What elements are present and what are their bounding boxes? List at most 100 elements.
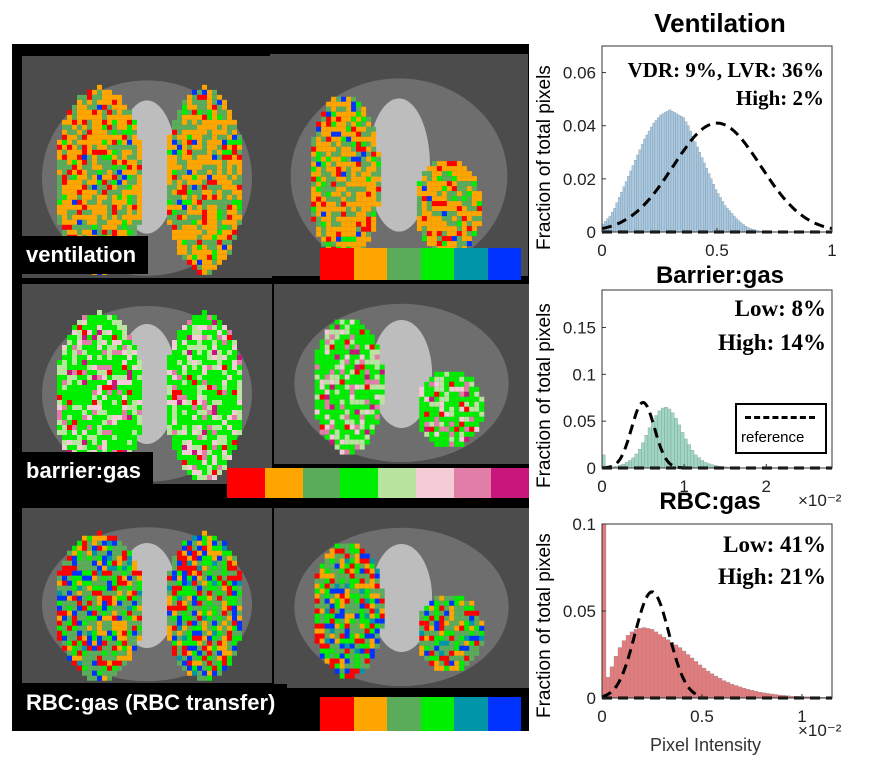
y-axis-title: Fraction of total pixels — [534, 533, 555, 718]
colorbar-swatch — [320, 248, 354, 280]
histogram-bar — [645, 134, 649, 233]
histogram-bar — [657, 117, 660, 233]
histogram-bar — [739, 222, 743, 233]
histogram-bar — [709, 178, 713, 233]
histogram-bar — [659, 114, 662, 233]
histogram-bar — [606, 218, 610, 233]
x-tick-label: 0 — [597, 477, 606, 496]
y-tick-label: 0.02 — [563, 170, 596, 189]
histogram-bar — [654, 120, 658, 233]
histogram-bar — [709, 673, 715, 699]
chart-annotation: VDR: 9%, LVR: 36% — [627, 58, 824, 82]
histogram-bar — [690, 450, 695, 469]
histogram-bar — [683, 438, 688, 469]
histogram-bar — [634, 453, 639, 469]
chart-svg: 0 0.02 0.04 0.06 0 0.5 1 — [563, 45, 837, 260]
histogram-bar — [684, 121, 688, 233]
colorbar — [320, 248, 521, 280]
histogram-bar — [677, 114, 681, 233]
chart-annotation: Low: 8% — [734, 296, 826, 321]
x-tick-label: 0.5 — [705, 241, 729, 260]
histogram-bar — [697, 457, 701, 469]
histogram-bar — [665, 639, 671, 699]
histogram-bar — [641, 627, 647, 699]
x-axis-multiplier: ×10⁻² — [798, 491, 842, 510]
y-tick-label: 0.05 — [563, 602, 596, 621]
y-tick-label: 0 — [587, 689, 596, 708]
x-tick-label: 0 — [597, 241, 606, 260]
x-tick-label: 1 — [797, 707, 806, 726]
histogram-bar — [673, 112, 676, 233]
barrier-image-panel: barrier:gas — [12, 280, 529, 504]
rbc-image-panel: RBC:gas (RBC transfer) — [12, 498, 529, 731]
histogram-bar — [636, 154, 639, 233]
histogram-bar — [730, 213, 734, 233]
histogram-bar — [717, 678, 723, 699]
histogram-bar — [685, 654, 691, 699]
colorbar-swatch — [420, 697, 454, 731]
histogram-bar — [698, 152, 702, 233]
colorbar-swatch — [320, 697, 354, 731]
histogram-bar — [693, 454, 698, 469]
histogram-bar — [644, 435, 649, 469]
histogram-bar — [726, 207, 729, 233]
x-tick-label: 1 — [827, 241, 836, 260]
histogram-bar — [737, 686, 743, 699]
histogram-bar — [700, 157, 704, 233]
histogram-bar — [721, 201, 725, 233]
colorbar-swatch — [387, 697, 421, 731]
histogram-bar — [728, 210, 731, 233]
x-tick-label: 0.5 — [690, 707, 714, 726]
histogram-bar — [687, 444, 691, 469]
histogram-bar — [668, 109, 672, 233]
histogram-bar — [696, 146, 699, 233]
histogram-bar — [657, 410, 662, 469]
histogram-bar — [613, 656, 619, 699]
histogram-bar — [670, 412, 675, 469]
histogram-bar — [723, 205, 727, 233]
histogram-bar — [649, 629, 655, 699]
coronal-lung-scan — [22, 508, 272, 683]
histogram-bar — [701, 667, 707, 699]
histogram-bar — [660, 407, 665, 469]
histogram-bar — [666, 110, 669, 233]
reference-curve — [601, 121, 833, 231]
histogram-bar — [680, 116, 683, 233]
histogram-bar — [634, 160, 637, 233]
histogram-bar — [721, 680, 727, 699]
panel-label: barrier:gas — [14, 452, 153, 490]
histogram-bar — [654, 415, 659, 469]
histogram-bar — [705, 168, 708, 233]
histogram-bar — [652, 122, 656, 233]
colorbar-swatch — [387, 248, 421, 280]
histogram-bar — [741, 687, 747, 699]
panel-label: ventilation — [14, 236, 149, 274]
colorbar-swatch — [487, 248, 521, 280]
histogram-bar — [620, 191, 623, 233]
rbc-histogram: 0 0.05 0.1 0 0.5 1 ×10⁻² — [563, 515, 842, 740]
y-tick-label: 0.15 — [563, 318, 596, 337]
histogram-bar — [680, 432, 685, 469]
y-tick-label: 0.1 — [572, 515, 596, 534]
histogram-bar — [689, 130, 692, 233]
histogram-bar — [670, 110, 674, 233]
chart-title: Barrier:gas — [655, 262, 785, 289]
y-tick-label: 0.04 — [563, 117, 596, 136]
histogram-bar — [637, 628, 643, 699]
chart-annotation: High: 21% — [718, 564, 826, 589]
axial-lung-scan — [274, 508, 529, 688]
histogram-bar — [773, 694, 779, 699]
histogram-bar — [647, 130, 651, 233]
coronal-lung-scan — [22, 284, 272, 484]
histogram-bar — [712, 184, 715, 233]
histogram-bar — [663, 112, 667, 233]
y-tick-label: 0.05 — [563, 412, 596, 431]
histogram-bar — [617, 197, 621, 233]
legend-label: reference — [741, 429, 805, 446]
x-tick-label: 1 — [679, 477, 688, 496]
legend-box: reference — [735, 403, 827, 454]
histogram-bar — [737, 220, 741, 233]
histogram-bar — [682, 117, 685, 233]
histogram-bar — [697, 664, 703, 699]
y-tick-label: 0 — [587, 459, 596, 478]
